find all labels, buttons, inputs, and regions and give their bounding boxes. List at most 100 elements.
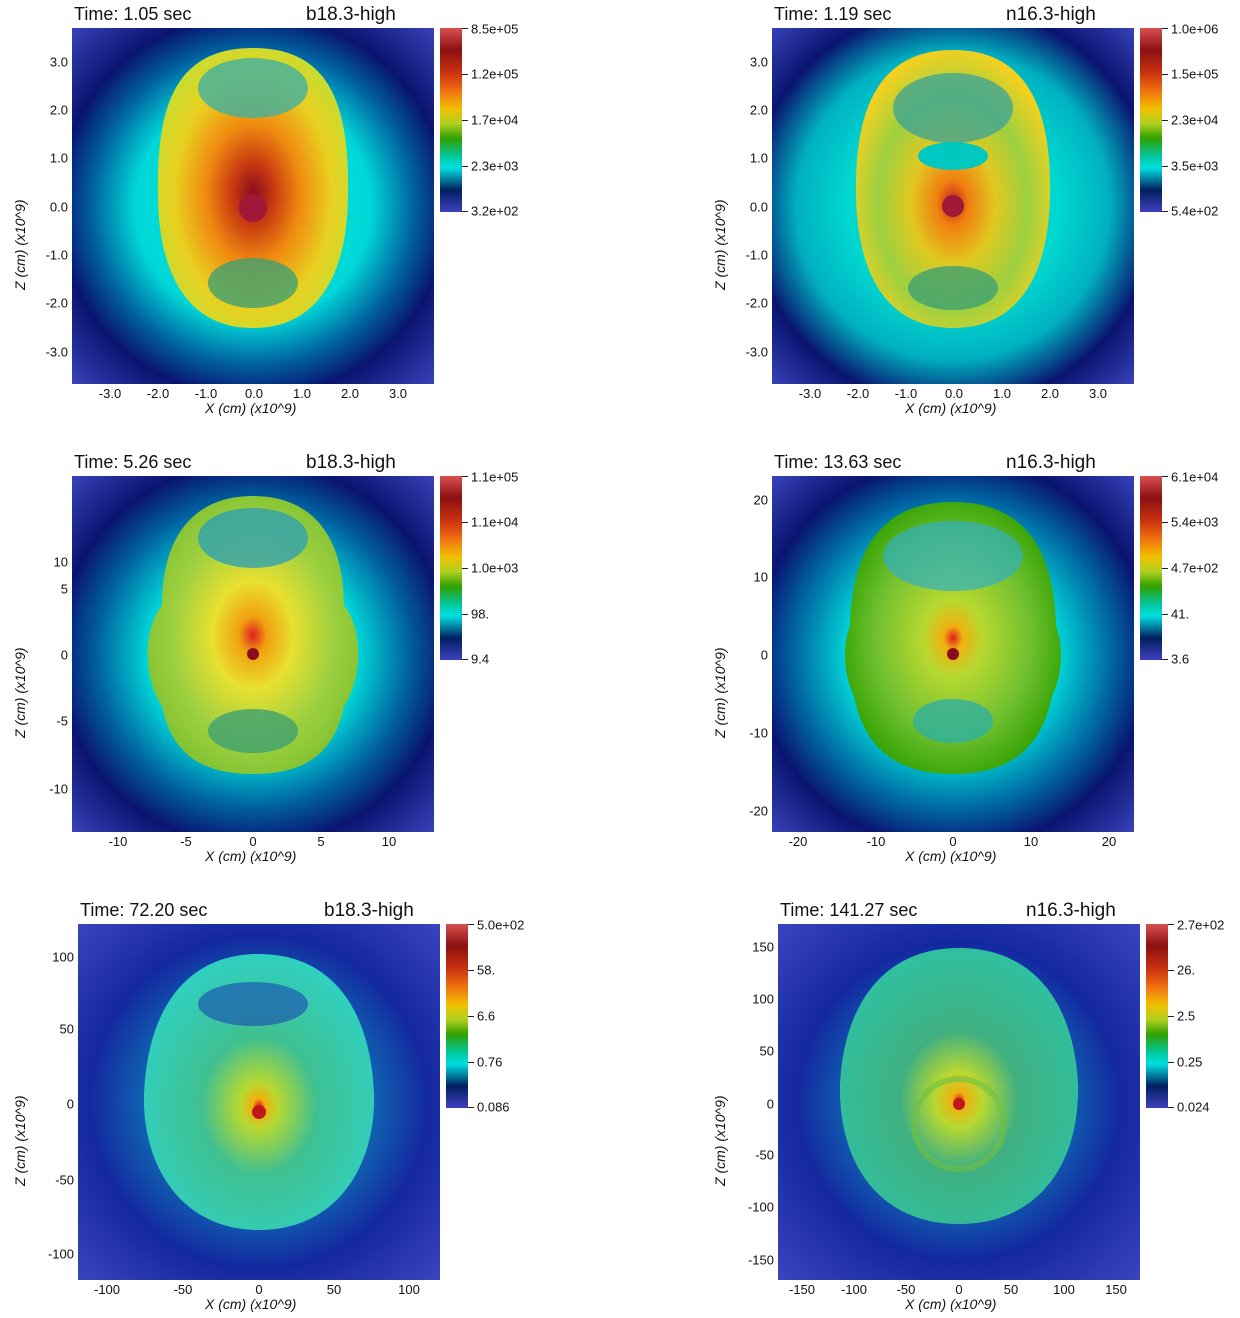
colorbar-label: 5.4e+02 [1171,203,1219,219]
y-axis-label: Z (cm) (x10^9) [12,199,28,290]
y-tick: 0.0 [49,199,68,215]
y-tick: 50 [59,1021,74,1037]
panel-n16-late: Time: 141.27 sec n16.3-high 150 100 50 0 [700,896,1240,1316]
y-tick: 100 [52,949,74,965]
colorbar-label: 9.4 [471,651,490,667]
y-tick: -50 [55,1172,74,1188]
colorbar-tick [462,614,468,615]
colorbar-tick [462,120,468,121]
y-tick: -2.0 [745,295,768,311]
colorbar-label: 2.7e+02 [1177,917,1225,933]
time-label: Time: 1.05 sec [74,4,192,24]
x-tick: 50 [1003,1282,1019,1297]
colorbar-tick [462,166,468,167]
colorbar-label: 3.6 [1171,651,1190,667]
x-axis-label: X (cm) (x10^9) [905,848,997,864]
colorbar-tick [462,476,468,477]
y-tick: -2.0 [45,295,68,311]
y-tick: 20 [753,492,768,508]
x-tick: 0 [949,834,957,849]
x-axis-label: X (cm) (x10^9) [905,1296,997,1312]
time-label: Time: 141.27 sec [780,900,918,920]
model-label: n16.3-high [1026,900,1116,921]
y-axis-label: Z (cm) (x10^9) [12,647,28,738]
x-tick: 3.0 [1088,386,1108,401]
colorbar-label: 58. [477,962,496,978]
y-tick: -1.0 [745,247,768,263]
y-tick: -100 [747,1199,774,1215]
y-axis-label: Z (cm) (x10^9) [712,647,728,738]
x-tick: 5 [317,834,325,849]
colorbar-tick [1162,659,1168,660]
colorbar-label: 26. [1177,962,1196,978]
x-tick: 20 [1101,834,1117,849]
colorbar-label: 6.1e+04 [1171,469,1219,485]
colorbar-tick [468,1062,474,1063]
x-tick: -100 [840,1282,868,1297]
y-axis-label: Z (cm) (x10^9) [12,1095,28,1186]
y-tick: 50 [759,1043,774,1059]
time-label: Time: 5.26 sec [74,452,192,472]
panel-n16-early: Time: 1.19 sec n16.3-high [700,0,1240,420]
colorbar-label: 3.5e+03 [1171,158,1219,174]
y-tick: -20 [749,803,768,819]
density-map [772,476,1134,832]
density-map [72,28,434,384]
colorbar-label: 8.5e+05 [471,21,519,37]
colorbar-label: 41. [1171,606,1190,622]
colorbar-tick [462,74,468,75]
y-tick: -3.0 [45,344,68,360]
colorbar-tick [462,28,468,29]
x-tick: 3.0 [388,386,408,401]
colorbar-tick [1168,1016,1174,1017]
y-tick: 150 [752,939,774,955]
x-tick: 0 [955,1282,963,1297]
x-tick: -1.0 [894,386,918,401]
model-label: b18.3-high [306,4,396,25]
x-axis-label: X (cm) (x10^9) [205,1296,297,1312]
model-label: n16.3-high [1006,452,1096,473]
colorbar-tick [462,522,468,523]
x-tick: -3.0 [98,386,122,401]
x-tick: -3.0 [798,386,822,401]
colorbar-label: 1.2e+05 [471,66,519,82]
colorbar-tick [1168,1107,1174,1108]
colorbar-tick [1168,924,1174,925]
x-tick: -50 [173,1282,193,1297]
time-label: Time: 1.19 sec [774,4,892,24]
colorbar-label: 2.3e+04 [1171,112,1219,128]
y-tick: 0 [60,647,68,663]
x-tick: 50 [326,1282,342,1297]
y-tick: 0 [760,647,768,663]
x-tick: 0.0 [244,386,264,401]
density-map [772,28,1134,384]
y-tick: 2.0 [749,102,768,118]
colorbar-label: 5.4e+03 [1171,514,1219,530]
colorbar-label: 1.5e+05 [1171,66,1219,82]
density-map [72,476,434,832]
y-tick: -50 [755,1147,774,1163]
colorbar [1140,28,1162,212]
colorbar-label: 6.6 [477,1008,496,1024]
x-tick: -2.0 [846,386,870,401]
y-tick: -10 [49,781,68,797]
x-tick: -100 [93,1282,121,1297]
x-tick: 100 [1053,1282,1075,1297]
colorbar-label: 0.024 [1177,1099,1210,1115]
time-label: Time: 13.63 sec [774,452,902,472]
y-tick: 10 [753,569,768,585]
colorbar-label: 0.76 [477,1054,503,1070]
x-tick: 10 [1023,834,1039,849]
colorbar-label: 0.25 [1177,1054,1203,1070]
colorbar [440,476,462,660]
y-axis-label: Z (cm) (x10^9) [712,199,728,290]
x-axis-label: X (cm) (x10^9) [205,848,297,864]
y-tick: 10 [53,554,68,570]
colorbar-tick [468,1016,474,1017]
y-tick: -5 [56,713,68,729]
colorbar-tick [1162,522,1168,523]
colorbar-tick [468,970,474,971]
x-tick: -10 [108,834,128,849]
colorbar-label: 1.0e+03 [471,560,519,576]
colorbar-label: 1.0e+06 [1171,21,1219,37]
